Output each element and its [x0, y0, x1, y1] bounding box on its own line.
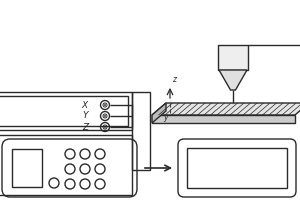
Bar — [12, 149, 42, 187]
Bar — [0, 92, 132, 130]
Circle shape — [104, 126, 106, 128]
Text: X: X — [82, 100, 88, 110]
Bar — [218, 45, 248, 70]
Text: y: y — [163, 113, 167, 122]
Polygon shape — [152, 103, 300, 115]
Text: Z: Z — [82, 122, 88, 132]
Circle shape — [104, 104, 106, 106]
Bar — [132, 92, 150, 170]
Bar — [187, 148, 287, 188]
Polygon shape — [152, 115, 295, 123]
Text: z: z — [172, 75, 176, 84]
Polygon shape — [152, 103, 166, 123]
Bar — [0, 96, 128, 126]
Circle shape — [104, 115, 106, 117]
Polygon shape — [219, 70, 247, 90]
Bar — [0, 135, 132, 195]
Text: Y: Y — [82, 112, 88, 120]
